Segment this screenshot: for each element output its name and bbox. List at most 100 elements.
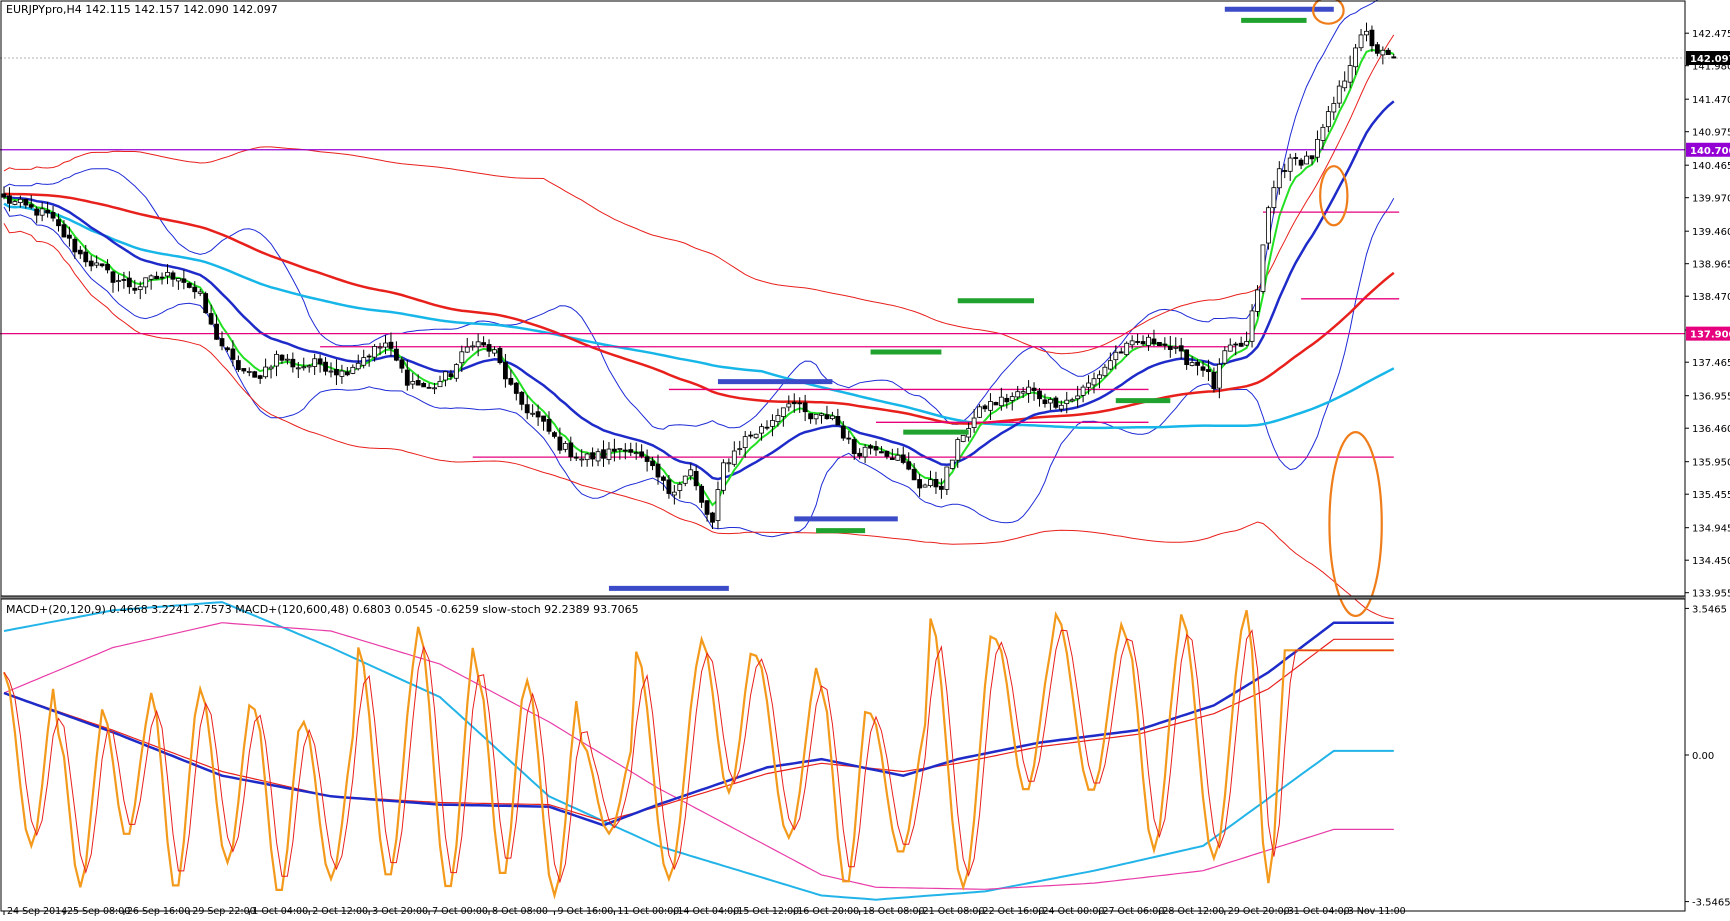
candle-body: [1358, 34, 1364, 49]
candle-body: [1135, 341, 1140, 343]
candle-body: [889, 457, 895, 460]
candle-body: [241, 368, 247, 372]
candle-body: [1129, 340, 1135, 346]
candle-body: [1211, 371, 1217, 389]
candle-body: [960, 434, 966, 442]
candle-body: [677, 483, 683, 491]
candle-body: [197, 291, 203, 294]
candle-body: [116, 280, 121, 283]
candle-body: [214, 323, 219, 340]
candle-body: [399, 359, 405, 369]
candle-body: [1151, 338, 1157, 345]
candle-body: [819, 413, 824, 416]
stochastic-main-line: [2, 610, 1394, 900]
candle-body: [726, 462, 732, 465]
candle-body: [1380, 49, 1386, 56]
candle-body: [731, 450, 737, 465]
time-axis-label: 16 Oct 20:00: [797, 906, 859, 917]
candle-body: [61, 224, 67, 238]
candle-body: [1222, 350, 1228, 364]
candle-body: [524, 404, 530, 414]
macd-fast-line: [3, 621, 1394, 827]
time-axis-label: 31 Oct 04:00: [1288, 906, 1350, 917]
candle-body: [879, 451, 884, 454]
candle-body: [1353, 47, 1358, 68]
candle-body: [208, 313, 214, 325]
price-axis-label: 138.470: [1692, 292, 1730, 303]
candle-body: [988, 401, 993, 411]
candle-body: [584, 453, 590, 461]
candle-body: [344, 371, 350, 376]
candle-body: [1369, 29, 1375, 47]
candle-body: [475, 341, 481, 348]
candle-body: [1086, 382, 1091, 388]
candle-body: [464, 346, 470, 353]
price-label-box: [1686, 51, 1730, 66]
candle-body: [1195, 361, 1200, 366]
candle-body: [72, 238, 78, 253]
candle-body: [671, 491, 677, 496]
candle-body: [1178, 345, 1184, 352]
candle-body: [1107, 360, 1113, 370]
candle-body: [263, 366, 269, 378]
candle-body: [977, 406, 982, 418]
price-axis[interactable]: 142.475 141.980 141.470 140.975 140.465 139.9…: [1685, 29, 1730, 600]
candle-body: [808, 413, 813, 420]
candle-body: [1189, 362, 1195, 366]
candle-body: [595, 451, 601, 462]
candle-body: [121, 279, 127, 281]
candle-body: [862, 446, 868, 458]
price-axis-label: 135.950: [1692, 458, 1730, 469]
time-axis-label: 3 Oct 20:00: [372, 906, 428, 917]
candle-body: [137, 286, 143, 291]
candle-body: [1200, 366, 1206, 371]
bollinger-bands-group: [3, 0, 1395, 620]
candle-body: [1173, 346, 1179, 349]
candle-body: [780, 407, 786, 417]
candle-body: [552, 432, 557, 437]
macd-slow-line: [3, 601, 1394, 901]
price-label-text: 140.700: [1690, 146, 1730, 157]
candle-body: [851, 439, 857, 455]
candle-body: [1342, 80, 1348, 89]
candle-body: [622, 449, 628, 452]
candle-body: [497, 347, 503, 364]
bollinger-lower-long: [3, 223, 1394, 620]
candle-body: [350, 366, 356, 374]
candle-body: [1184, 349, 1190, 366]
price-axis-label: 140.975: [1692, 128, 1730, 139]
candle-body: [737, 448, 743, 451]
candle-body: [1075, 395, 1081, 400]
candle-body: [377, 346, 383, 349]
candle-body: [519, 391, 525, 405]
candle-body: [132, 287, 138, 291]
candle-body: [721, 462, 726, 491]
candle-body: [1009, 396, 1015, 401]
candle-body: [1146, 336, 1151, 346]
candle-body: [1271, 187, 1277, 209]
candle-body: [590, 452, 595, 460]
candle-body: [922, 484, 928, 488]
candle-body: [562, 443, 568, 450]
candle-body: [601, 449, 606, 459]
candle-body: [715, 489, 721, 521]
candle-body: [791, 401, 797, 405]
candle-body: [1320, 126, 1326, 141]
candle-body: [1064, 399, 1070, 405]
candle-body: [372, 346, 378, 358]
indicator-axis[interactable]: 3.5465 0.00 -3.5465: [1685, 604, 1730, 909]
candle-body: [1015, 391, 1021, 398]
bollinger-upper-long: [3, 34, 1395, 355]
candle-body: [39, 208, 45, 216]
candle-body: [933, 478, 939, 488]
candle-body: [105, 263, 110, 271]
time-axis-label: 28 Oct 12:00: [1162, 906, 1224, 917]
candle-body: [317, 358, 323, 365]
candle-body: [404, 369, 410, 386]
candle-body: [175, 278, 181, 282]
candle-body: [393, 348, 399, 361]
candle-body: [159, 276, 165, 279]
annotation-ellipse: [1328, 431, 1383, 618]
annotation-ellipse: [1319, 165, 1349, 227]
